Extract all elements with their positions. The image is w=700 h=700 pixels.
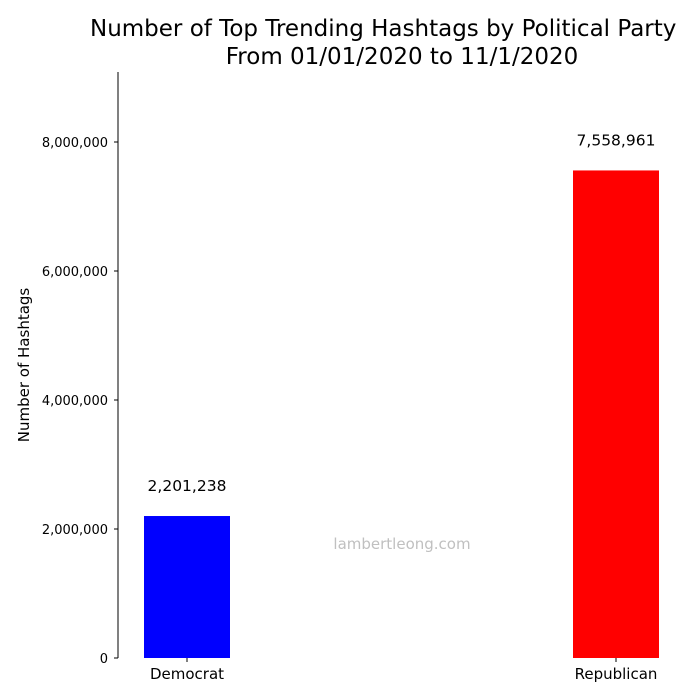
y-tick-label: 8,000,000 bbox=[42, 136, 108, 151]
chart-subtitle: From 01/01/2020 to 11/1/2020 bbox=[226, 44, 579, 70]
x-tick-label: Republican bbox=[575, 665, 658, 683]
y-tick-label: 4,000,000 bbox=[42, 394, 108, 409]
bar-value-labels: 2,201,238 7,558,961 bbox=[148, 131, 656, 495]
y-tick-label: 0 bbox=[100, 652, 108, 667]
bar-value-label: 2,201,238 bbox=[148, 477, 227, 495]
y-axis-label: Number of Hashtags bbox=[15, 288, 33, 443]
x-tick-label: Democrat bbox=[150, 665, 224, 683]
bars bbox=[144, 170, 659, 658]
bar-republican bbox=[573, 170, 659, 658]
bar-democrat bbox=[144, 516, 230, 658]
watermark: lambertleong.com bbox=[333, 535, 470, 553]
y-axis-ticks: 0 2,000,000 4,000,000 6,000,000 8,000,000 bbox=[42, 136, 118, 667]
x-axis-tick-labels: Democrat Republican bbox=[150, 658, 657, 683]
y-tick-label: 2,000,000 bbox=[42, 523, 108, 538]
y-tick-label: 6,000,000 bbox=[42, 265, 108, 280]
bar-value-label: 7,558,961 bbox=[577, 131, 656, 149]
chart-title: Number of Top Trending Hashtags by Polit… bbox=[90, 16, 676, 42]
